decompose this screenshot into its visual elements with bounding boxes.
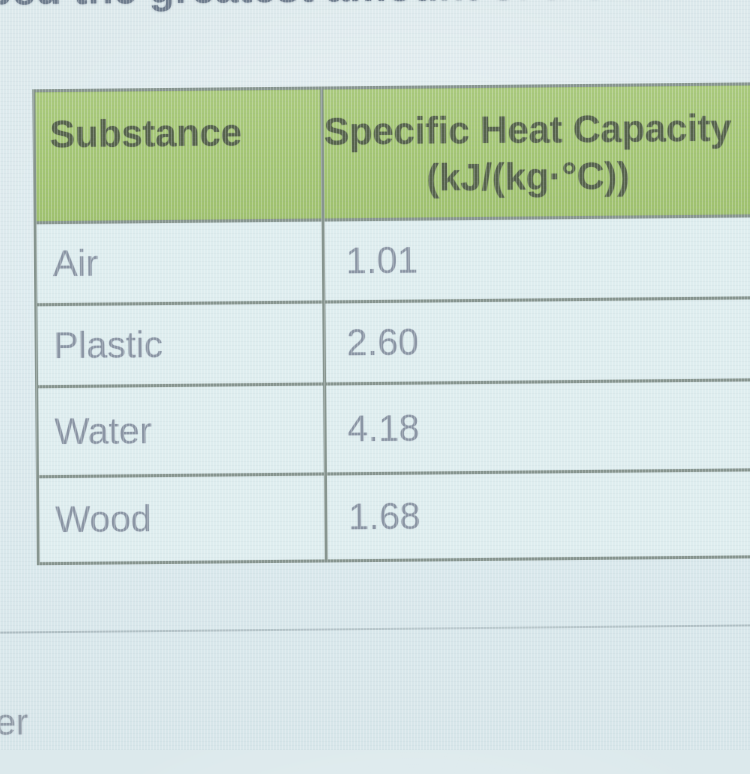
column-header-substance: Substance — [33, 87, 324, 223]
capacity-header-line2: (kJ/(kg·°C)) — [426, 155, 630, 200]
capacity-cell: 4.18 — [324, 378, 750, 474]
substance-cell: Water — [36, 383, 326, 477]
capacity-header-line1: Specific Heat Capacity — [323, 107, 732, 154]
table-header-row: Substance Specific Heat Capacity (kJ/(kg… — [33, 82, 750, 223]
section-divider-line — [0, 624, 750, 634]
question-text-fragment: bed the greatest amount of thermal energ… — [0, 0, 750, 15]
column-header-capacity-label: Specific Heat Capacity (kJ/(kg·°C)) — [323, 86, 732, 204]
substance-cell: Air — [35, 219, 324, 305]
capacity-cell: 2.60 — [323, 296, 750, 384]
substance-cell: Plastic — [35, 301, 325, 387]
capacity-cell: 1.01 — [323, 214, 750, 302]
column-header-substance-label: Substance — [49, 112, 243, 157]
table-row: Water 4.18 — [36, 378, 750, 477]
specific-heat-table: Substance Specific Heat Capacity (kJ/(kg… — [32, 81, 750, 566]
capacity-cell: 1.68 — [325, 468, 750, 561]
table-row: Plastic 2.60 — [35, 296, 750, 387]
column-header-capacity: Specific Heat Capacity (kJ/(kg·°C)) — [321, 82, 750, 220]
answer-text-fragment: er — [0, 701, 29, 743]
table-row: Wood 1.68 — [37, 468, 750, 564]
substance-cell: Wood — [37, 473, 327, 564]
table-row: Air 1.01 — [35, 214, 750, 305]
